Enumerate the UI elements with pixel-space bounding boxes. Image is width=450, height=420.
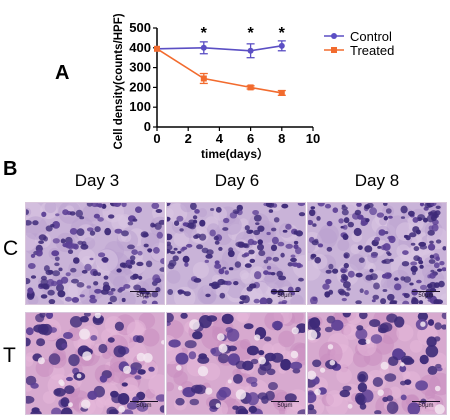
series-line-control (156, 45, 282, 52)
x-tick-label: 6 (247, 131, 254, 146)
column-header-day6: Day 6 (214, 171, 260, 190)
data-point-control (247, 47, 254, 54)
x-tick-label: 10 (306, 131, 320, 146)
x-axis-title: time(days） (201, 146, 269, 161)
data-point-treated (247, 84, 254, 91)
significance-marker: * (247, 25, 254, 42)
tissue-texture (26, 203, 164, 304)
y-tick-label: 300 (129, 60, 151, 75)
legend-label-control: Control (350, 29, 392, 44)
column-header-day3: Day 3 (74, 171, 120, 190)
tissue-texture (26, 313, 164, 414)
significance-marker: * (201, 25, 208, 42)
scale-bar: 50μm (130, 291, 158, 300)
scale-bar: 50μm (271, 401, 299, 410)
x-tick-label: 4 (216, 131, 224, 146)
data-point-treated (200, 75, 207, 82)
y-tick-label: 200 (129, 79, 151, 94)
micrograph-treated-day3: 50μm (25, 312, 165, 415)
y-tick-label: 100 (129, 99, 151, 114)
row-label-control: C (3, 237, 19, 260)
x-tick-label: 8 (278, 131, 285, 146)
tissue-texture (167, 313, 305, 414)
y-tick-label: 0 (144, 119, 151, 134)
micrograph-treated-day6: 50μm (166, 312, 306, 415)
series-line-treated (156, 48, 282, 94)
legend-marker-control (331, 33, 337, 39)
panel-label-a: A (55, 62, 70, 84)
tissue-texture (167, 203, 305, 304)
tissue-texture (308, 313, 446, 414)
panel-label-b: B (3, 158, 18, 180)
micrograph-control-day3: 50μm (25, 202, 165, 305)
y-axis-title: Cell density(counts/HPF) (113, 13, 125, 149)
x-tick-label: 0 (153, 131, 160, 146)
micrograph-treated-day8: 50μm (307, 312, 447, 415)
tissue-texture (308, 203, 446, 304)
data-point-treated (154, 45, 160, 52)
legend-marker-treated (331, 47, 337, 53)
scale-bar: 50μm (130, 401, 158, 410)
scale-bar: 50μm (412, 291, 440, 300)
scale-bar: 50μm (271, 291, 299, 300)
micrograph-control-day6: 50μm (166, 202, 306, 305)
y-tick-label: 500 (129, 20, 151, 35)
legend-label-treated: Treated (350, 43, 394, 58)
line-chart: 0 100 200 300 400 500 0 2 4 6 8 10 time(days） Cell de… (113, 13, 394, 161)
x-tick-label: 2 (185, 131, 192, 146)
data-point-control (200, 44, 207, 51)
data-point-treated (278, 89, 285, 96)
row-label-treated: T (3, 344, 16, 367)
y-tick-label: 400 (129, 40, 151, 55)
data-point-control (278, 42, 285, 49)
column-header-day8: Day 8 (354, 171, 400, 190)
scale-bar: 50μm (412, 401, 440, 410)
significance-marker: * (279, 25, 286, 42)
micrograph-control-day8: 50μm (307, 202, 447, 305)
